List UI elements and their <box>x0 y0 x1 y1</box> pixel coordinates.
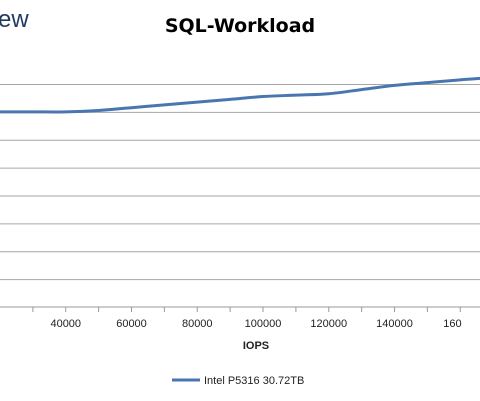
x-tick-label-6: 160 <box>443 318 461 330</box>
series-line-0 <box>0 76 480 114</box>
gridlines <box>0 84 480 308</box>
legend: Intel P5316 30.72TB <box>172 375 304 387</box>
x-axis-label: IOPS <box>243 340 269 352</box>
x-tick-label-4: 120000 <box>310 318 347 330</box>
legend-label: Intel P5316 30.72TB <box>204 375 304 387</box>
logo-fragment: ew <box>0 6 29 33</box>
x-tick-label-0: 40000 <box>50 318 81 330</box>
chart-title: SQL-Workload <box>165 15 315 37</box>
x-tick-labels: 40000 60000 80000 100000 120000 140000 160 <box>32 307 462 330</box>
x-tick-label-1: 60000 <box>116 318 147 330</box>
x-tick-label-5: 140000 <box>376 318 413 330</box>
x-tick-label-2: 80000 <box>182 318 213 330</box>
x-tick-label-3: 100000 <box>245 318 282 330</box>
series-group <box>0 76 480 114</box>
